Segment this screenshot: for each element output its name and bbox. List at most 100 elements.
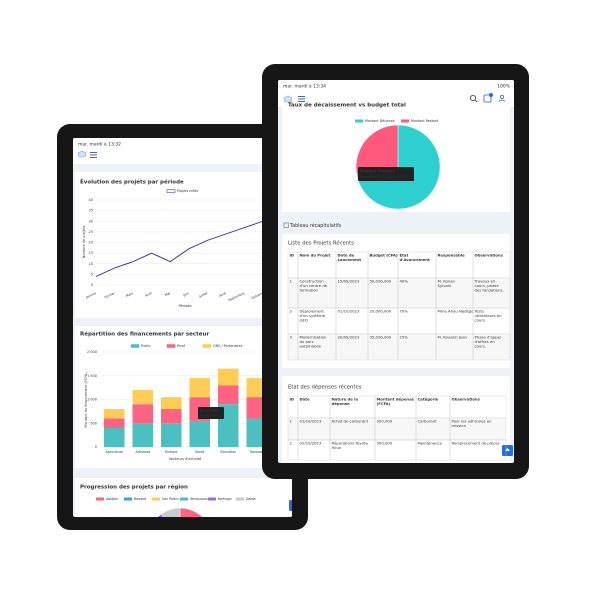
chart-title: Progression des projets par région: [80, 484, 188, 491]
table-cell-text: 50,000,000: [370, 279, 392, 284]
table-cell-text: Travaux en cours, phase des fondations.: [474, 279, 504, 293]
y-tick-label: 5: [91, 272, 93, 276]
table-cell-text: 3: [290, 335, 293, 340]
bar-segment: [103, 418, 125, 428]
bar-segment: [160, 397, 182, 409]
legend-swatch: [124, 497, 132, 501]
column-header: ID: [290, 253, 295, 258]
column-header: Nom du Projet: [300, 253, 331, 258]
table-cell-text: Carburant: [418, 419, 438, 424]
y-tick-label: 2 000: [87, 350, 97, 354]
card: [75, 172, 292, 318]
y-tick-label: 500: [90, 421, 97, 425]
section-title: Tableau récapitulatifs: [289, 222, 342, 229]
table-cell-text: Maintenance: [418, 441, 443, 446]
legend-label: Bouaké: [134, 497, 146, 501]
pie-slice: [161, 551, 190, 572]
logo: [77, 150, 87, 158]
notifications-button[interactable]: [483, 93, 493, 103]
bar-segment: [217, 368, 239, 386]
back-screen: mar. mardi à 13:32 0510152025303540Pério…: [73, 138, 300, 572]
table-cell-text: 02/10/2023: [300, 441, 322, 446]
table-cell-text: 25%: [400, 335, 409, 340]
pie-slice: [355, 124, 399, 175]
logo: [283, 95, 293, 103]
y-tick-label: 1 500: [87, 374, 97, 378]
menu-button[interactable]: [298, 96, 305, 102]
pie-slice: [179, 507, 213, 517]
column-header: Montant dépensé (FCFA): [377, 397, 415, 407]
tooltip: [358, 167, 414, 181]
bar-segment: [189, 378, 211, 398]
legend-swatch: [180, 497, 188, 501]
battery: 100%: [497, 84, 511, 90]
x-tick-label: Santé: [195, 450, 204, 454]
scroll-top-button[interactable]: [289, 500, 300, 511]
x-tick-label: Septembre: [228, 291, 246, 302]
table-cell-text: 300,000: [377, 419, 393, 424]
column-header: Date: [300, 397, 311, 402]
row-stripe: [288, 418, 506, 440]
legend-label: Public: [141, 344, 151, 348]
column-header: Budget (CFA): [370, 253, 398, 258]
chart-title: Répartition des financements par secteur: [80, 331, 209, 338]
bar-segment: [189, 420, 211, 447]
tooltip: [198, 407, 224, 419]
y-tick-label: 0: [95, 445, 97, 449]
bar-segment: [103, 409, 125, 419]
table-cell-text: Déploiement d'un système GED: [300, 309, 326, 323]
y-axis-label: Montant du financement (FCFA): [84, 372, 88, 428]
table-cell-text: 1: [290, 419, 293, 424]
table-cell-text: 40%: [400, 279, 409, 284]
x-tick-label: Agriculture: [105, 450, 123, 454]
table-cell-text: Achat de carburant: [332, 419, 369, 424]
status-time: mar. mardi à 13:34: [283, 83, 326, 90]
tooltip-text: Répartition du budget: 650 000: [360, 175, 409, 179]
legend-label: Korhogo: [218, 497, 232, 501]
bar-segment: [132, 423, 154, 447]
table-cell-text: 2: [290, 309, 293, 314]
column-header: Observations: [475, 253, 504, 258]
legend-swatch: [152, 497, 160, 501]
column-header: État d'Avancement: [400, 253, 430, 263]
table-cell-text: 20/09/2023: [338, 335, 360, 340]
y-tick-label: 25: [89, 230, 93, 234]
legend-swatch: [166, 344, 176, 348]
app-header: [73, 138, 292, 164]
column-header: Observations: [452, 397, 481, 402]
tooltip-text: Public: 900: [200, 414, 217, 418]
pie-slice: [184, 540, 212, 570]
table-cell-text: 01/10/2023: [300, 419, 322, 424]
x-tick-label: Artisanat: [136, 450, 151, 454]
legend-label: Montant Décaissé: [365, 119, 394, 123]
y-tick-label: 1 000: [87, 398, 97, 402]
y-tick-label: 0: [91, 283, 93, 287]
x-tick-label: Août: [218, 291, 227, 298]
x-tick-label: Énergie: [165, 449, 177, 454]
table-cell-text: 500,000: [377, 441, 393, 446]
bar-segment: [132, 404, 154, 424]
user-button[interactable]: [498, 95, 506, 102]
table-cell-text: 01/10/2023: [338, 309, 360, 314]
table-icon: [283, 222, 289, 228]
table-cell-text: Réparations Toyota Hilux: [332, 441, 368, 451]
search-button[interactable]: [469, 95, 478, 103]
menu-button[interactable]: [90, 152, 97, 158]
table-cell-text: Remplacement de pièces: [452, 441, 500, 446]
legend-label: Privé: [177, 344, 185, 348]
chart-title: Évolution des projets par période: [80, 178, 184, 186]
legend-swatch: [202, 344, 212, 348]
pie-slice: [160, 507, 181, 517]
x-tick-label: Mars: [125, 291, 134, 298]
x-tick-label: Janvier: [84, 291, 97, 300]
column-header: Date de Lancement: [338, 253, 362, 263]
table-cell-text: Pour les véhicules en mission: [452, 419, 493, 429]
legend-label: ONG / Partenaires: [213, 344, 243, 348]
x-tick-label: Juin: [182, 291, 190, 298]
legend-label: Montant Restant: [411, 119, 439, 123]
bar-segment: [246, 378, 268, 398]
table-title: Etat des dépenses récentes: [288, 384, 362, 391]
legend-label: Yamoussoukro: [190, 497, 214, 501]
x-tick-label: Octobre: [251, 291, 264, 300]
y-tick-label: 15: [89, 251, 93, 255]
